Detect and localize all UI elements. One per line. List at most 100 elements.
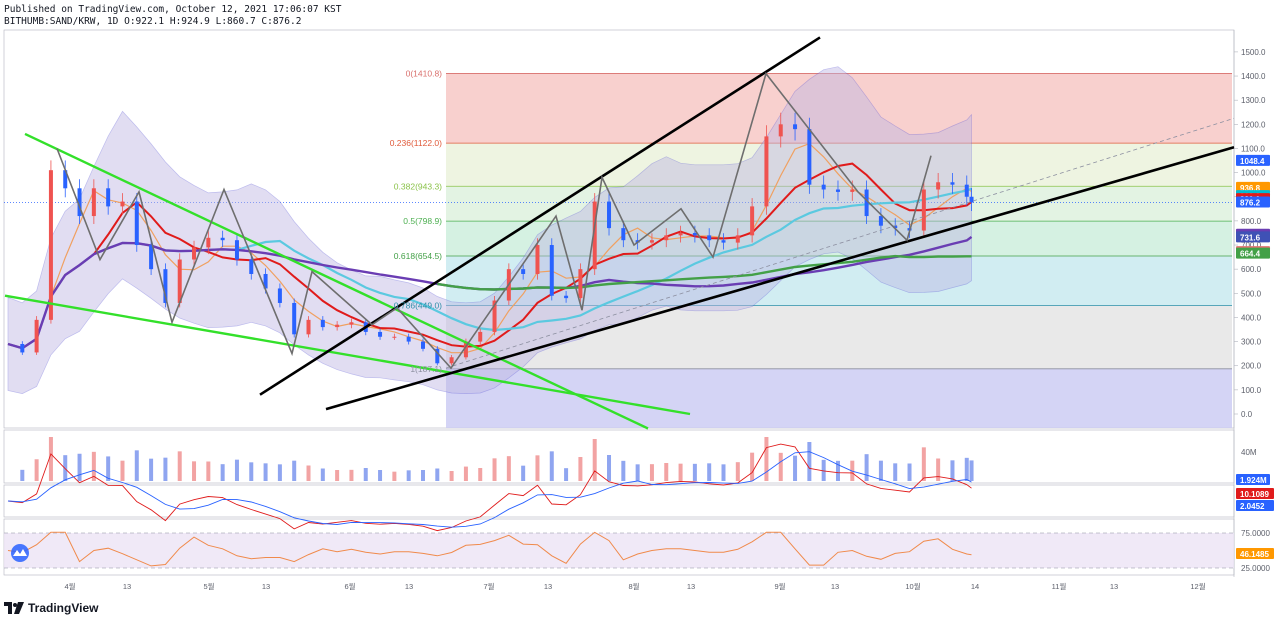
fib-level-label: 1(187.1) <box>410 364 442 374</box>
widget-icon[interactable] <box>11 544 29 562</box>
volume-bar <box>177 451 182 481</box>
candle-body <box>969 196 974 203</box>
y-tick-label: 700.0 <box>1241 241 1262 250</box>
candle-body <box>835 189 840 192</box>
price-badge-label: 876.2 <box>1240 198 1261 207</box>
candle-body <box>707 235 712 241</box>
volume-panel: 40M 1.924M <box>20 437 1270 485</box>
rsi-tick-label: 25.0000 <box>1241 564 1270 573</box>
price-badge-label: 1048.4 <box>1240 157 1265 166</box>
y-tick-label: 300.0 <box>1241 338 1262 347</box>
x-tick-label: 13 <box>405 582 413 591</box>
volume-bar <box>578 457 583 481</box>
volume-bar <box>306 465 311 481</box>
volume-bar <box>835 460 840 481</box>
volume-bar <box>907 463 912 481</box>
candle-body <box>392 336 397 338</box>
macd-signal-line <box>7 451 972 528</box>
y-tick-label: 1500.0 <box>1241 48 1266 57</box>
falling-wedge-lower-line <box>4 294 691 416</box>
candle-body <box>649 240 654 243</box>
volume-bar <box>234 459 239 481</box>
candle-body <box>878 216 883 226</box>
volume-bar <box>392 471 397 481</box>
candle-body <box>692 232 697 236</box>
candle-body <box>921 189 926 231</box>
fib-zone <box>446 143 1232 187</box>
fib-level-label: 0.382(943.3) <box>394 181 442 191</box>
candle-body <box>850 189 855 192</box>
y-tick-label: 600.0 <box>1241 265 1262 274</box>
x-tick-label: 11월 <box>1052 581 1067 591</box>
candle-body <box>664 235 669 241</box>
candle-body <box>134 201 139 246</box>
fib-zone <box>446 221 1232 257</box>
ma-20-line <box>7 162 973 350</box>
x-tick-label: 12월 <box>1190 581 1205 591</box>
price-badge-bg <box>1236 196 1270 208</box>
candle-body <box>535 245 540 274</box>
x-tick-label: 6월 <box>344 581 355 591</box>
volume-bar <box>492 458 497 481</box>
x-tick-label: 7월 <box>483 581 494 591</box>
volume-bar <box>220 464 225 481</box>
y-tick-label: 500.0 <box>1241 289 1262 298</box>
candle-body <box>263 273 268 289</box>
volume-bar <box>893 463 898 481</box>
zigzag-wave-line <box>56 71 932 370</box>
candle-body <box>277 288 282 303</box>
volume-bar <box>435 468 440 481</box>
candle-body <box>607 201 612 229</box>
candle-body <box>120 201 125 207</box>
candle-body <box>163 269 168 303</box>
volume-bar <box>664 463 669 481</box>
symbol-ohlc-line: BITHUMB:SAND/KRW, 1D O:922.1 H:924.9 L:8… <box>4 16 302 27</box>
volume-bar <box>77 453 82 481</box>
volume-bar <box>106 456 111 481</box>
time-axis[interactable]: 4월 13 5월 13 6월 13 7월 13 8월 13 9월 13 10월 14 11월 13 12월 <box>64 581 1205 591</box>
dashed-trend-extension <box>445 117 1235 369</box>
volume-bar <box>349 469 354 481</box>
candle-body <box>234 240 239 260</box>
y-tick-label: 1200.0 <box>1241 120 1266 129</box>
candle-body <box>249 259 254 274</box>
x-tick-label: 4월 <box>64 581 75 591</box>
rsi-band <box>4 533 1234 568</box>
candle-body <box>778 124 783 137</box>
volume-bar <box>149 458 154 481</box>
candlesticks <box>20 112 974 366</box>
volume-bar <box>678 463 683 481</box>
x-tick-label: 13 <box>544 582 552 591</box>
volume-bar <box>506 456 511 481</box>
candle-body <box>521 269 526 274</box>
candle-body <box>349 322 354 325</box>
volume-bar <box>163 457 168 481</box>
price-badge-bg <box>1236 247 1270 259</box>
rsi-badge-label: 46.1485 <box>1240 550 1269 559</box>
candle-body <box>292 302 297 335</box>
y-tick-label: 1000.0 <box>1241 169 1266 178</box>
volume-bar <box>335 470 340 481</box>
falling-wedge-upper-line <box>24 132 649 430</box>
candle-body <box>63 170 68 189</box>
candle-body <box>34 319 39 353</box>
trendline-drawings[interactable] <box>4 36 1235 430</box>
candle-body <box>192 247 197 260</box>
candle-body <box>764 136 769 207</box>
candle-body <box>306 319 311 335</box>
candle-body <box>48 170 53 320</box>
candle-body <box>893 225 898 229</box>
volume-bar <box>48 437 53 481</box>
volume-bar <box>878 460 883 481</box>
candle-body <box>435 348 440 364</box>
volume-bar <box>34 459 39 481</box>
macd-line <box>7 443 972 532</box>
y-tick-label: 1100.0 <box>1241 144 1265 153</box>
candle-body <box>564 295 569 299</box>
volume-bar <box>406 470 411 481</box>
volume-bar <box>320 468 325 481</box>
y-tick-label: 400.0 <box>1241 313 1262 322</box>
x-tick-label: 13 <box>687 582 695 591</box>
volume-bar <box>20 469 25 481</box>
